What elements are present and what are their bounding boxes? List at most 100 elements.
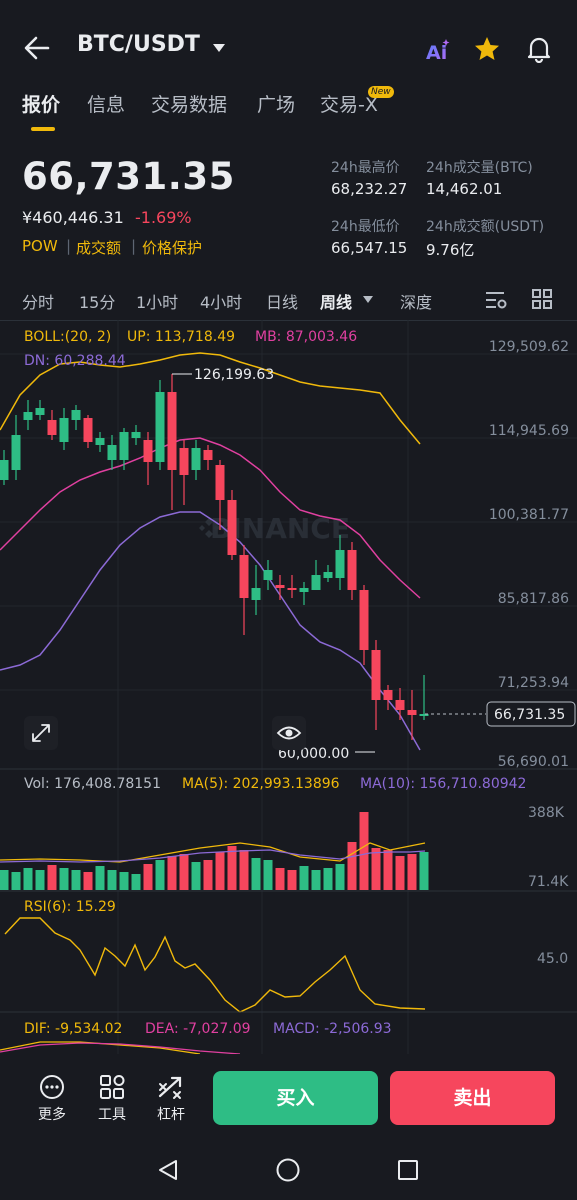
trading-pair-title[interactable]: BTC/USDT	[77, 32, 200, 57]
candle-body	[0, 460, 9, 480]
boll-up-value: UP: 113,718.49	[127, 329, 235, 345]
volume-bar	[47, 865, 57, 890]
macd-dea-label: DEA: -7,027.09	[145, 1021, 251, 1037]
volume-bar	[335, 864, 345, 890]
buy-button[interactable]: 买入	[213, 1071, 378, 1125]
price-axis-labels: 129,509.62 114,945.69 100,381.77 85,817.86 7…	[489, 339, 569, 770]
volume-bar	[371, 848, 381, 890]
volume-bar	[59, 868, 69, 890]
tab-info[interactable]: 信息	[87, 94, 126, 116]
rsi-label: RSI(6): 15.29	[24, 899, 116, 915]
volume-tick-max: 388K	[528, 805, 565, 821]
favorite-star-icon[interactable]	[473, 35, 501, 63]
more-button[interactable]: 更多	[32, 1072, 72, 1123]
last-price: 66,731.35	[22, 155, 235, 198]
nav-recents-icon[interactable]	[397, 1159, 419, 1181]
macd-dif-label: DIF: -9,534.02	[24, 1021, 122, 1037]
candle-body	[107, 445, 117, 460]
volume-bar	[71, 870, 81, 890]
macd-value-label: MACD: -2,506.93	[273, 1021, 392, 1037]
new-badge: New	[368, 86, 394, 98]
rsi-line	[4, 917, 426, 1013]
chart-settings-icon[interactable]	[484, 289, 508, 311]
candle-body	[251, 588, 261, 600]
volume-bar	[359, 812, 369, 890]
volume-bar	[263, 860, 273, 890]
candle-body	[23, 412, 33, 420]
divider	[0, 320, 577, 321]
leverage-label: 杠杆	[157, 1107, 185, 1123]
price-axis-tick: 129,509.62	[489, 339, 569, 355]
nav-back-icon[interactable]	[156, 1158, 180, 1182]
candle-body	[191, 448, 201, 470]
tag-turnover[interactable]: 成交额	[76, 239, 122, 257]
ai-icon[interactable]: Ai	[424, 36, 452, 64]
candle-body	[275, 585, 285, 588]
tab-trade-x[interactable]: 交易-X	[320, 94, 378, 116]
candlestick-series	[0, 374, 429, 740]
volume-ma10-line	[0, 849, 426, 863]
volume-bar	[311, 870, 321, 890]
boll-dn-line	[0, 511, 421, 751]
stat-24h-volume-label: 24h成交量(BTC)	[426, 160, 533, 176]
tag-price-protection[interactable]: 价格保护	[142, 239, 203, 257]
volume-bar	[323, 868, 333, 890]
candle-body	[311, 575, 321, 590]
candle-body	[131, 432, 141, 438]
bell-icon[interactable]	[525, 35, 553, 63]
volume-bar	[0, 870, 9, 890]
more-icon	[40, 1075, 64, 1099]
volume-bar	[35, 870, 45, 890]
pair-dropdown-icon[interactable]	[213, 44, 225, 52]
volume-bar	[23, 868, 33, 890]
interval-4h[interactable]: 4小时	[200, 293, 243, 312]
tab-trading-data[interactable]: 交易数据	[151, 94, 228, 116]
svg-text:Ai: Ai	[426, 42, 447, 64]
candle-body	[179, 448, 189, 475]
price-axis-tick: 100,381.77	[489, 507, 569, 523]
price-change-percent: -1.69%	[135, 208, 192, 227]
tab-square[interactable]: 广场	[257, 94, 296, 116]
system-nav-bar	[0, 1134, 577, 1200]
volume-bar	[215, 852, 225, 890]
volume-bar	[275, 868, 285, 890]
volume-bar	[95, 866, 105, 890]
volume-bar	[287, 870, 297, 890]
candle-body	[419, 714, 429, 716]
candle-body	[203, 450, 213, 460]
candle-body	[119, 432, 129, 460]
tools-icon	[100, 1075, 125, 1099]
candle-body	[407, 710, 417, 715]
tools-button[interactable]: 工具	[92, 1072, 132, 1123]
sell-button[interactable]: 卖出	[390, 1071, 555, 1125]
stat-24h-volume-value: 14,462.01	[426, 180, 503, 198]
tag-pow[interactable]: POW	[22, 237, 58, 255]
active-tab-indicator	[31, 127, 55, 131]
volume-bar	[155, 860, 165, 890]
candle-body	[143, 440, 153, 462]
nav-home-icon[interactable]	[275, 1157, 301, 1183]
volume-bar	[299, 866, 309, 890]
volume-bar	[251, 858, 261, 890]
stat-24h-low-label: 24h最低价	[331, 219, 400, 235]
candle-body	[35, 408, 45, 415]
candle-body	[335, 550, 345, 578]
leverage-button[interactable]: 杠杆	[151, 1072, 191, 1123]
candle-body	[59, 418, 69, 442]
tab-quote[interactable]: 报价	[22, 94, 61, 116]
candle-body	[359, 590, 369, 650]
interval-1h[interactable]: 1小时	[136, 293, 179, 312]
price-chart[interactable]: BINANCE BOLL:(20, 2) UP: 113,718.49 MB: …	[0, 320, 577, 1054]
more-label: 更多	[38, 1107, 66, 1123]
grid-layout-icon[interactable]	[531, 288, 553, 310]
back-arrow-icon[interactable]	[22, 30, 52, 66]
interval-timeline[interactable]: 分时	[22, 293, 55, 312]
interval-1w[interactable]: 周线	[320, 293, 353, 312]
interval-15m[interactable]: 15分	[79, 293, 116, 312]
candle-body	[287, 588, 297, 590]
interval-depth[interactable]: 深度	[400, 293, 433, 312]
interval-1d[interactable]: 日线	[266, 293, 299, 312]
candle-body	[215, 465, 225, 500]
interval-dropdown-icon[interactable]	[363, 296, 373, 303]
price-axis-tick: 114,945.69	[489, 423, 569, 439]
